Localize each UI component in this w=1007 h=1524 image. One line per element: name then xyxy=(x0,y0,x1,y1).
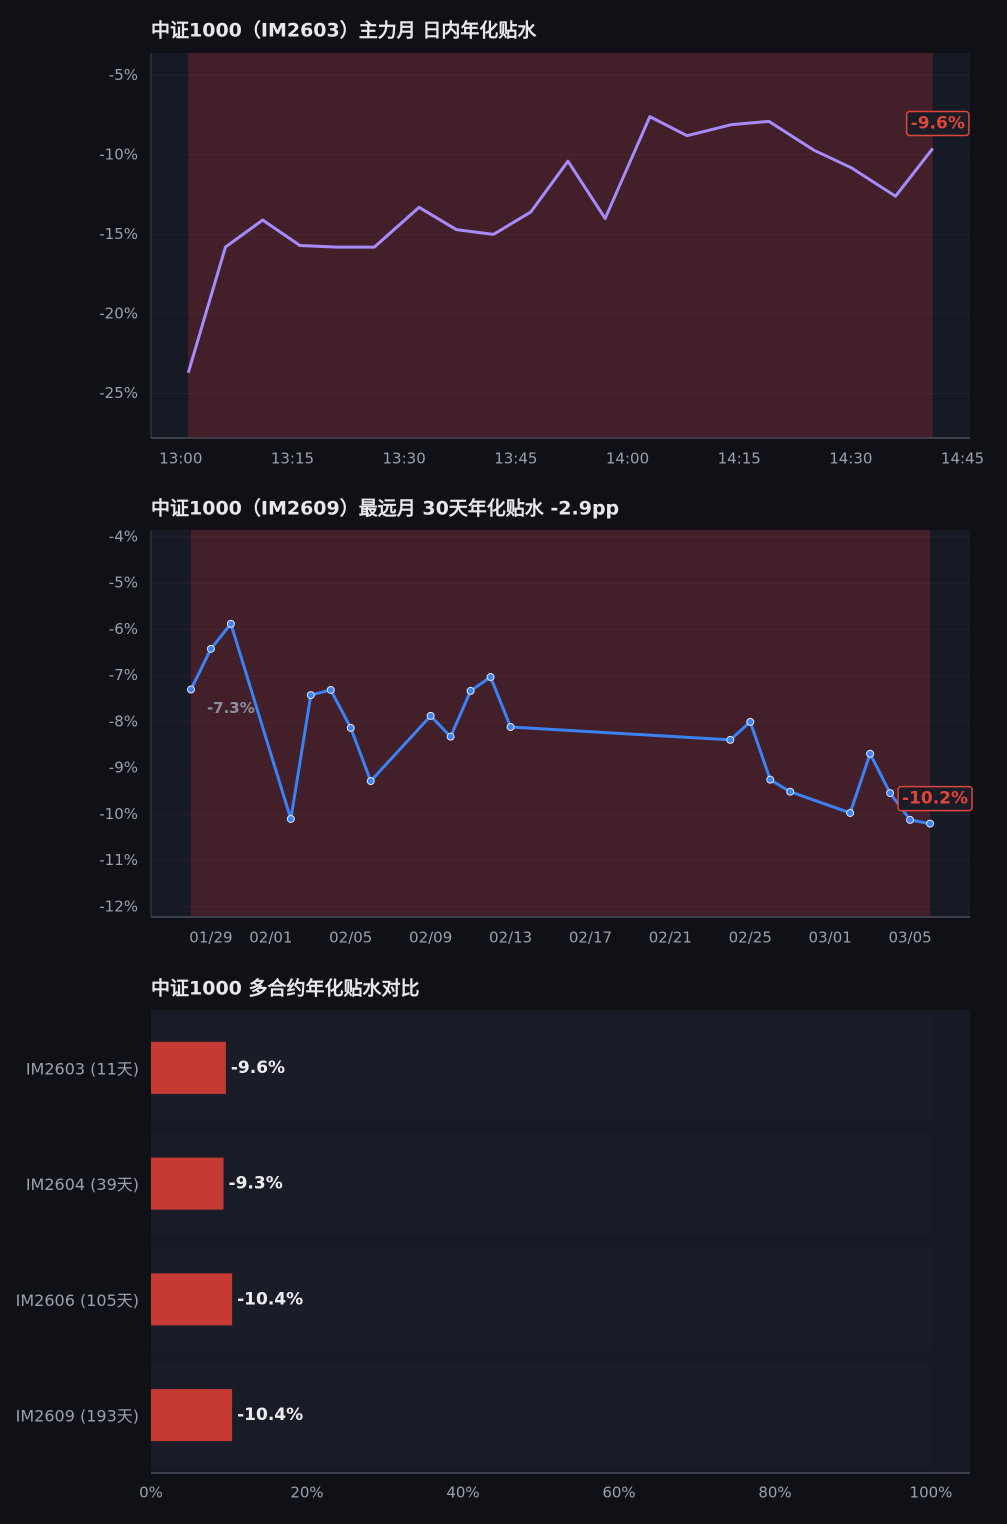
y-tick-label: IM2609 (193天) xyxy=(16,1407,139,1426)
x-tick-label: 13:45 xyxy=(494,450,537,468)
data-line xyxy=(189,622,931,826)
value-label: -9.6% xyxy=(911,113,965,133)
x-tick-label: 80% xyxy=(758,1484,791,1502)
x-tick-label: 13:00 xyxy=(159,450,202,468)
chart-title: 中证1000 多合约年化贴水对比 xyxy=(151,977,420,1000)
data-point xyxy=(866,749,875,758)
value-label: -10.2% xyxy=(902,789,968,809)
x-tick-label: 40% xyxy=(446,1484,479,1502)
x-tick-label: 13:15 xyxy=(271,450,314,468)
y-tick-label: -5% xyxy=(109,574,138,592)
data-point xyxy=(426,711,435,720)
data-point xyxy=(886,789,895,798)
data-point xyxy=(186,685,195,694)
x-tick-label: 02/09 xyxy=(409,929,452,947)
x-tick-label: 02/01 xyxy=(249,929,292,947)
data-point xyxy=(226,619,235,628)
y-tick-label: -8% xyxy=(109,712,138,730)
data-point xyxy=(746,717,755,726)
data-point xyxy=(466,686,475,695)
data-point xyxy=(326,685,335,694)
data-point xyxy=(926,819,935,828)
y-tick-label: -25% xyxy=(99,384,138,402)
data-point xyxy=(506,722,515,731)
data-point xyxy=(346,723,355,732)
y-tick-label: -10% xyxy=(99,805,138,823)
y-tick-label: -7% xyxy=(109,666,138,684)
row-stripe xyxy=(151,1016,931,1120)
x-tick-label: 02/21 xyxy=(649,929,692,947)
value-label: -10.4% xyxy=(237,1405,303,1425)
x-tick-label: 14:45 xyxy=(941,450,984,468)
bar xyxy=(151,1157,224,1210)
value-label: -7.3% xyxy=(207,699,255,717)
x-tick-label: 14:30 xyxy=(829,450,872,468)
y-tick-label: -6% xyxy=(109,620,138,638)
x-tick-label: 14:00 xyxy=(606,450,649,468)
data-point xyxy=(726,735,735,744)
bar xyxy=(151,1041,226,1094)
row-stripe xyxy=(151,1131,931,1236)
row-stripe xyxy=(151,1247,931,1352)
y-tick-label: -10% xyxy=(99,145,138,163)
row-stripe xyxy=(151,1363,931,1467)
y-tick-label: -9% xyxy=(109,759,138,777)
x-tick-label: 01/29 xyxy=(189,929,232,947)
bar xyxy=(151,1389,233,1442)
data-point xyxy=(486,673,495,682)
x-tick-label: 60% xyxy=(602,1484,635,1502)
value-label-box xyxy=(905,110,970,137)
data-point xyxy=(846,808,855,817)
x-tick-label: 14:15 xyxy=(718,450,761,468)
x-tick-label: 03/05 xyxy=(888,929,931,947)
y-tick-label: -15% xyxy=(99,225,138,243)
y-tick-label: -20% xyxy=(99,304,138,322)
data-point xyxy=(306,691,315,700)
y-tick-label: -11% xyxy=(99,851,138,869)
x-tick-label: 100% xyxy=(910,1484,953,1502)
y-tick-label: -4% xyxy=(109,527,138,545)
x-tick-label: 02/13 xyxy=(489,929,532,947)
y-tick-label: IM2604 (39天) xyxy=(26,1175,139,1194)
range-shade xyxy=(190,530,931,917)
bar xyxy=(151,1273,233,1326)
y-tick-label: -12% xyxy=(99,897,138,915)
y-tick-label: IM2606 (105天) xyxy=(16,1291,139,1310)
data-line xyxy=(186,115,934,374)
value-label: -9.6% xyxy=(231,1058,285,1078)
y-tick-label: IM2603 (11天) xyxy=(26,1059,139,1078)
x-tick-label: 0% xyxy=(139,1484,163,1502)
data-point xyxy=(906,815,915,824)
data-point xyxy=(286,814,295,823)
data-point xyxy=(446,732,455,741)
data-point xyxy=(366,777,375,786)
x-tick-label: 03/01 xyxy=(809,929,852,947)
chart-title: 中证1000（IM2609）最远月 30天年化贴水 -2.9pp xyxy=(151,497,619,520)
data-point xyxy=(786,787,795,796)
value-label: -9.3% xyxy=(229,1174,283,1194)
x-tick-label: 02/25 xyxy=(729,929,772,947)
y-tick-label: -5% xyxy=(109,66,138,84)
x-tick-label: 02/05 xyxy=(329,929,372,947)
x-tick-label: 02/17 xyxy=(569,929,612,947)
x-tick-label: 13:30 xyxy=(383,450,426,468)
value-label: -10.4% xyxy=(237,1289,303,1309)
x-tick-label: 20% xyxy=(290,1484,323,1502)
value-label-box xyxy=(897,785,973,812)
data-point xyxy=(766,775,775,784)
chart-title: 中证1000（IM2603）主力月 日内年化贴水 xyxy=(151,19,537,42)
data-point xyxy=(206,644,215,653)
